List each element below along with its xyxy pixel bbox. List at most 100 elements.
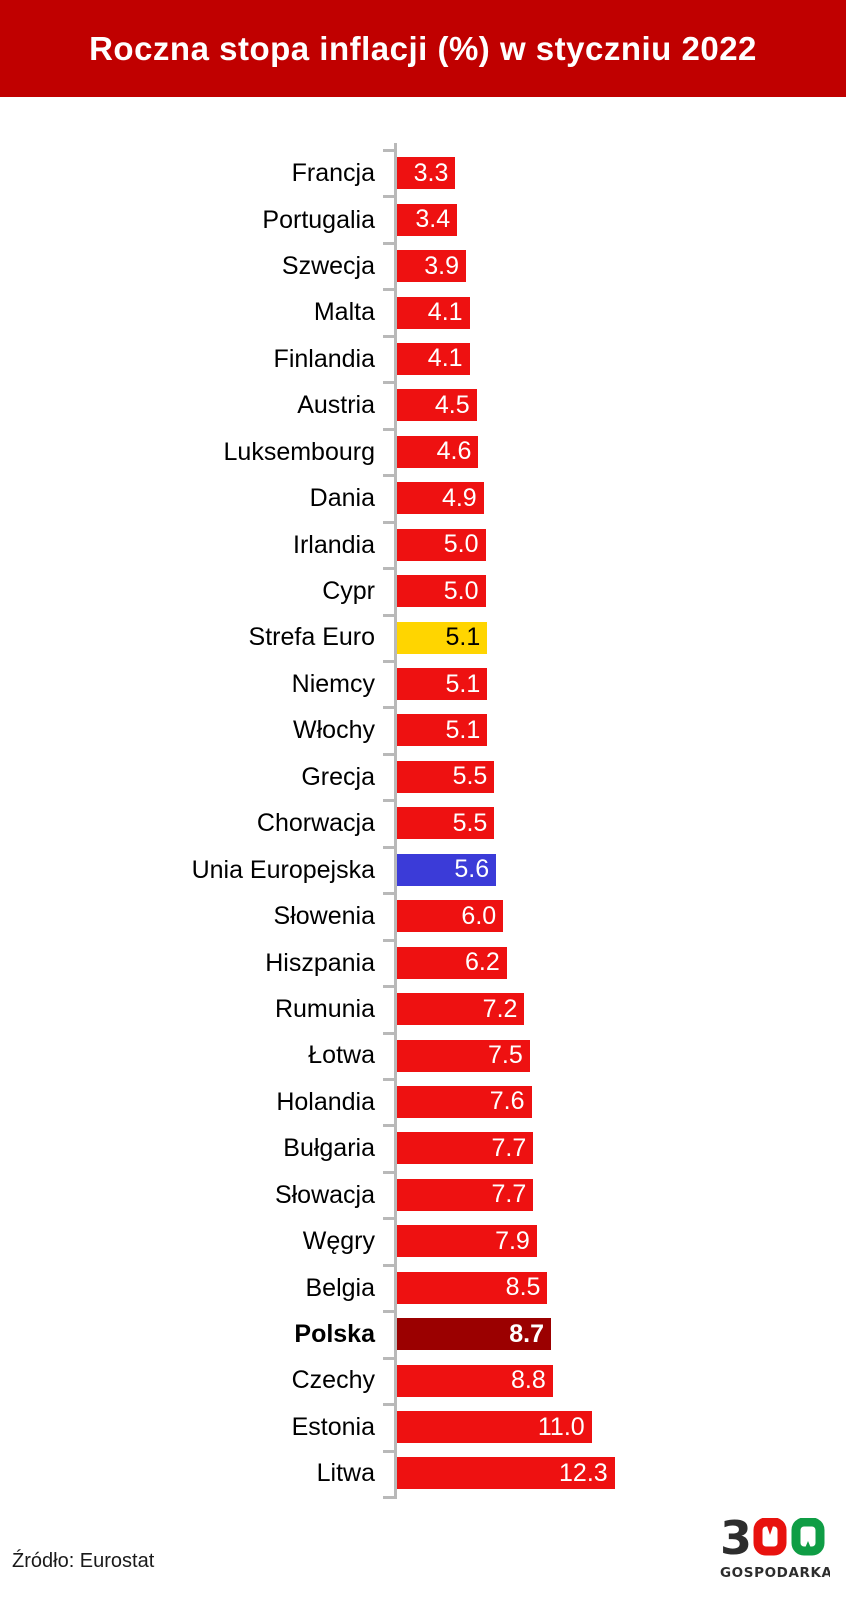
bar-rows: Francja 3.3 Portugalia 3.4 Szwecja 3.9 Malta 4.… xyxy=(0,150,846,1497)
value-label: 7.7 xyxy=(491,1180,527,1209)
bar-track: 5.0 xyxy=(397,575,846,608)
bar-default: 7.5 xyxy=(397,1039,530,1072)
category-label: Belgia xyxy=(305,1273,376,1302)
value-label: 8.7 xyxy=(509,1319,544,1348)
bar-default: 4.6 xyxy=(397,435,479,468)
chart-row: Estonia 11.0 xyxy=(0,1404,846,1450)
value-label: 4.5 xyxy=(434,390,470,419)
bar-track: 3.4 xyxy=(397,203,846,236)
chart-row: Finlandia 4.1 xyxy=(0,336,846,382)
chart-row: Strefa Euro 5.1 xyxy=(0,614,846,660)
value-label: 12.3 xyxy=(559,1458,608,1487)
category-label: Dania xyxy=(309,484,375,513)
category-label: Cypr xyxy=(322,577,375,606)
chart-row: Dania 4.9 xyxy=(0,475,846,521)
chart-row: Szwecja 3.9 xyxy=(0,243,846,289)
bar-track: 8.7 xyxy=(397,1318,846,1351)
bar-track: 3.3 xyxy=(397,157,846,190)
category-label: Malta xyxy=(313,298,375,327)
bar-default: 3.9 xyxy=(397,250,467,283)
bar-track: 4.1 xyxy=(397,296,846,329)
chart-row: Irlandia 5.0 xyxy=(0,522,846,568)
chart-row: Polska 8.7 xyxy=(0,1311,846,1357)
category-label: Łotwa xyxy=(308,1041,375,1070)
axis-tick xyxy=(383,474,394,478)
value-label: 6.0 xyxy=(461,901,497,930)
bar-track: 8.5 xyxy=(397,1271,846,1304)
chart-row: Słowenia 6.0 xyxy=(0,893,846,939)
bar-default: 7.7 xyxy=(397,1178,534,1211)
axis-tick xyxy=(383,613,394,617)
value-label: 7.5 xyxy=(487,1041,523,1070)
bar-track: 5.5 xyxy=(397,807,846,840)
bar-track: 7.5 xyxy=(397,1039,846,1072)
bar-track: 6.2 xyxy=(397,946,846,979)
logo-zero-red-notch xyxy=(765,1520,775,1535)
chart-row: Węgry 7.9 xyxy=(0,1218,846,1264)
axis-tick xyxy=(383,1217,394,1221)
value-label: 5.5 xyxy=(452,808,488,837)
bar-track: 4.5 xyxy=(397,389,846,422)
bar-default: 3.3 xyxy=(397,157,456,190)
chart-row: Bułgaria 7.7 xyxy=(0,1125,846,1171)
value-label: 5.1 xyxy=(445,715,481,744)
bar-default: 5.1 xyxy=(397,714,488,747)
chart-row: Francja 3.3 xyxy=(0,150,846,196)
axis-tick xyxy=(383,706,394,710)
value-label: 6.2 xyxy=(464,948,500,977)
category-label: Szwecja xyxy=(281,251,375,280)
bar-track: 4.1 xyxy=(397,342,846,375)
value-label: 5.1 xyxy=(445,669,481,698)
chart-row: Unia Europejska 5.6 xyxy=(0,847,846,893)
bar-default: 8.8 xyxy=(397,1364,553,1397)
axis-tick xyxy=(383,1078,394,1081)
bar-track: 3.9 xyxy=(397,250,846,283)
bar-track: 5.0 xyxy=(397,528,846,561)
bar-track: 11.0 xyxy=(397,1411,846,1444)
category-label: Węgry xyxy=(302,1227,375,1256)
bar-default: 3.4 xyxy=(397,203,458,236)
value-label: 3.3 xyxy=(413,158,449,187)
source-note: Źródło: Eurostat xyxy=(12,1550,155,1572)
bar-track: 5.1 xyxy=(397,668,846,701)
bar-default: 5.0 xyxy=(397,575,486,608)
bar-default: 7.9 xyxy=(397,1225,537,1258)
bar-track: 4.9 xyxy=(397,482,846,515)
value-label: 11.0 xyxy=(537,1412,585,1441)
value-label: 5.1 xyxy=(445,623,481,652)
axis-tick xyxy=(383,1263,394,1267)
bar-poland: 8.7 xyxy=(397,1318,551,1351)
value-label: 3.4 xyxy=(415,205,451,234)
value-label: 8.5 xyxy=(505,1273,541,1302)
logo-300gospodarka: 3 GOSPODARKA xyxy=(720,1511,832,1584)
value-label: 4.1 xyxy=(427,344,463,373)
chart-row: Łotwa 7.5 xyxy=(0,1032,846,1078)
bar-track: 5.1 xyxy=(397,621,846,654)
bar-default: 4.1 xyxy=(397,296,470,329)
category-label: Austria xyxy=(297,391,375,420)
category-label: Litwa xyxy=(316,1459,375,1488)
bar-track: 6.0 xyxy=(397,900,846,933)
bar-default: 8.5 xyxy=(397,1271,548,1304)
axis-tick xyxy=(383,288,394,292)
category-label: Słowacja xyxy=(274,1180,375,1209)
chart-row: Grecja 5.5 xyxy=(0,754,846,800)
chart-row: Malta 4.1 xyxy=(0,289,846,335)
chart-row: Hiszpania 6.2 xyxy=(0,939,846,985)
chart-row: Słowacja 7.7 xyxy=(0,1172,846,1218)
axis-tick xyxy=(383,752,394,756)
bar-default: 7.7 xyxy=(397,1132,534,1165)
category-label: Estonia xyxy=(291,1412,375,1441)
category-label: Strefa Euro xyxy=(248,623,375,652)
axis-tick xyxy=(383,149,394,152)
bar-default: 4.9 xyxy=(397,482,484,515)
bar-track: 8.8 xyxy=(397,1364,846,1397)
bar-track: 7.2 xyxy=(397,993,846,1026)
bar-track: 5.5 xyxy=(397,760,846,793)
value-label: 5.6 xyxy=(454,855,490,884)
value-label: 4.1 xyxy=(427,298,463,327)
category-label: Niemcy xyxy=(291,669,375,698)
bar-default: 12.3 xyxy=(397,1457,615,1490)
value-label: 3.9 xyxy=(424,251,460,280)
bar-track: 12.3 xyxy=(397,1457,846,1490)
